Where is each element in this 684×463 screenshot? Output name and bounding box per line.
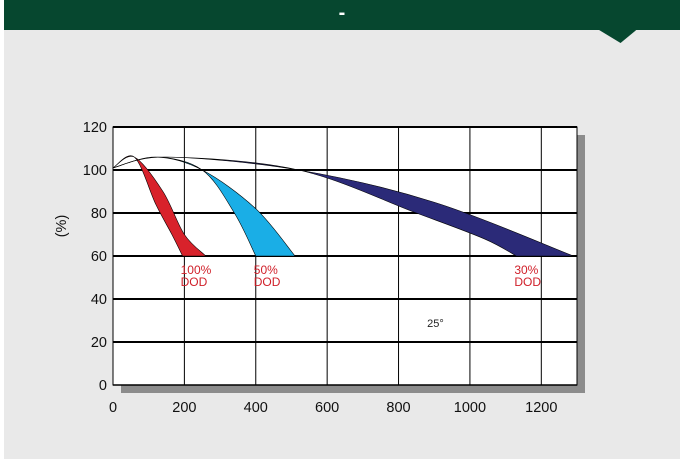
series-area-2	[112, 156, 296, 257]
series-label-3-line1: 30%	[514, 263, 538, 277]
x-tick-label: 200	[172, 400, 196, 416]
temperature-label: 25°	[427, 318, 444, 330]
grid-lines	[113, 126, 577, 386]
y-tick-label: 40	[91, 292, 107, 308]
x-tick-label: 800	[386, 400, 410, 416]
y-tick-label: 80	[91, 206, 107, 222]
y-tick-label: 20	[91, 335, 107, 351]
series-label-1-line1: 100%	[181, 263, 212, 277]
x-tick-label: 600	[315, 400, 339, 416]
x-tick-label: 0	[109, 400, 117, 416]
x-tick-label: 400	[244, 400, 268, 416]
series-area-3	[112, 156, 574, 257]
y-axis-label: (%)	[54, 215, 70, 238]
y-tick-label: 120	[83, 120, 107, 136]
header-title: -	[338, 2, 346, 24]
series-area-1	[112, 155, 207, 257]
series-label-3-line2: DOD	[514, 275, 541, 289]
plot-frame	[112, 126, 585, 393]
series-label-2-line2: DOD	[254, 275, 281, 289]
y-tick-labels: 0 20 40 60 80 100 120	[83, 120, 107, 394]
y-tick-label: 0	[99, 378, 107, 394]
y-tick-label: 60	[91, 249, 107, 265]
series-label-2-line1: 50%	[254, 263, 278, 277]
x-tick-label: 1000	[454, 400, 486, 416]
y-tick-label: 100	[83, 163, 107, 179]
series-areas	[112, 155, 574, 257]
header-bar	[4, 0, 680, 30]
x-tick-label: 1200	[525, 400, 557, 416]
x-tick-labels: 0 200 400 600 800 1000 1200	[109, 400, 557, 416]
series-label-1-line2: DOD	[181, 275, 208, 289]
